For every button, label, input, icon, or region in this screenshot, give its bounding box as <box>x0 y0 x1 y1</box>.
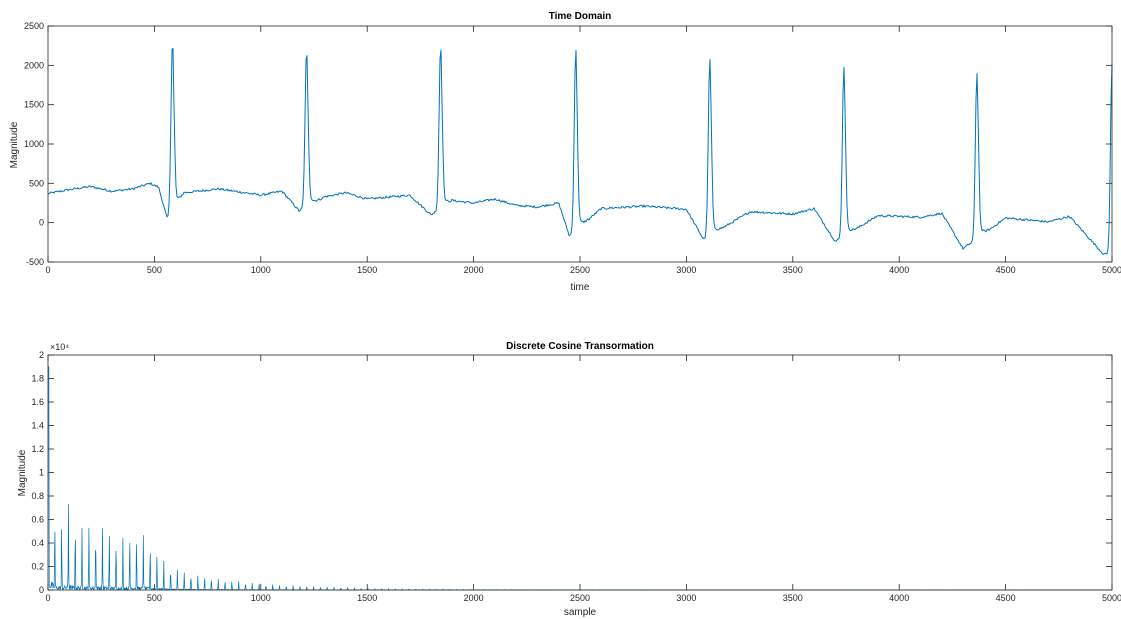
dct-ytick-label: 1.8 <box>31 374 44 384</box>
time-domain-xtick-label: 500 <box>147 265 162 275</box>
time-domain-ytick-label: 1500 <box>24 100 44 110</box>
dct-xtick-label: 2500 <box>570 593 590 603</box>
time-domain-axes-box <box>47 25 1113 263</box>
time-domain-xtick-label: 5000 <box>1102 265 1121 275</box>
time-domain-xtick-label: 0 <box>45 265 50 275</box>
time-domain-xtick-label: 3500 <box>783 265 803 275</box>
dct-series-line <box>48 366 1112 591</box>
dct-xtick-label: 5000 <box>1102 593 1121 603</box>
time-domain-ytick-label: 0 <box>39 218 44 228</box>
dct-panel: Discrete Cosine Transormation ×10⁴ sampl… <box>17 341 1121 618</box>
time-domain-xtick-label: 3000 <box>676 265 696 275</box>
time-domain-ylabel: Magnitude <box>9 121 20 168</box>
time-domain-xtick-label: 2500 <box>570 265 590 275</box>
time-domain-xtick-label: 4500 <box>996 265 1016 275</box>
dct-xtick-label: 4500 <box>996 593 1016 603</box>
dct-xtick-label: 1500 <box>357 593 377 603</box>
dct-ytick-label: 1 <box>39 468 44 478</box>
time-domain-ytick-label: 2500 <box>24 21 44 31</box>
time-domain-title: Time Domain <box>549 11 612 22</box>
time-domain-ticks: 0 500 1000 1500 2000 2500 3000 3500 4000 4500 5000… <box>24 21 1121 275</box>
dct-xtick-label: 2000 <box>464 593 484 603</box>
time-domain-series-line <box>47 47 1113 255</box>
dct-ytick-label: 1.2 <box>31 444 44 454</box>
dct-xtick-label: 4000 <box>889 593 909 603</box>
time-domain-ytick-label: 2000 <box>24 60 44 70</box>
time-domain-xtick-label: 2000 <box>464 265 484 275</box>
time-domain-ytick-label: 500 <box>29 178 44 188</box>
time-domain-panel: Time Domain time Magnitude 0 500 1000 1500 2… <box>9 11 1121 293</box>
dct-xtick-label: 3000 <box>676 593 696 603</box>
dct-ytick-label: 2 <box>39 350 44 360</box>
dct-ticks: 0 500 1000 1500 2000 2500 3000 3500 4000 4500 5000… <box>31 350 1121 603</box>
dct-xtick-label: 3500 <box>783 593 803 603</box>
time-domain-xtick-label: 1500 <box>357 265 377 275</box>
dct-ytick-label: 1.6 <box>31 397 44 407</box>
time-domain-xtick-label: 4000 <box>889 265 909 275</box>
dct-xtick-label: 0 <box>45 593 50 603</box>
dct-xtick-label: 500 <box>147 593 162 603</box>
dct-ylabel: Magnitude <box>17 449 28 496</box>
dct-ytick-label: 0.4 <box>31 538 44 548</box>
dct-ytick-label: 0.6 <box>31 515 44 525</box>
dct-ytick-label: 1.4 <box>31 421 44 431</box>
dct-ytick-label: 0.2 <box>31 562 44 572</box>
dct-ytick-label: 0 <box>39 585 44 595</box>
dct-ylabel-exponent: ×10⁴ <box>50 342 69 352</box>
time-domain-xlabel: time <box>571 282 590 293</box>
dct-xtick-label: 1000 <box>251 593 271 603</box>
time-domain-ytick-label: -500 <box>26 257 44 267</box>
dct-title: Discrete Cosine Transormation <box>506 341 654 352</box>
time-domain-ytick-label: 1000 <box>24 139 44 149</box>
dct-axes-box <box>47 354 1113 591</box>
dct-xlabel: sample <box>564 607 597 618</box>
time-domain-xtick-label: 1000 <box>251 265 271 275</box>
dct-ytick-label: 0.8 <box>31 491 44 501</box>
